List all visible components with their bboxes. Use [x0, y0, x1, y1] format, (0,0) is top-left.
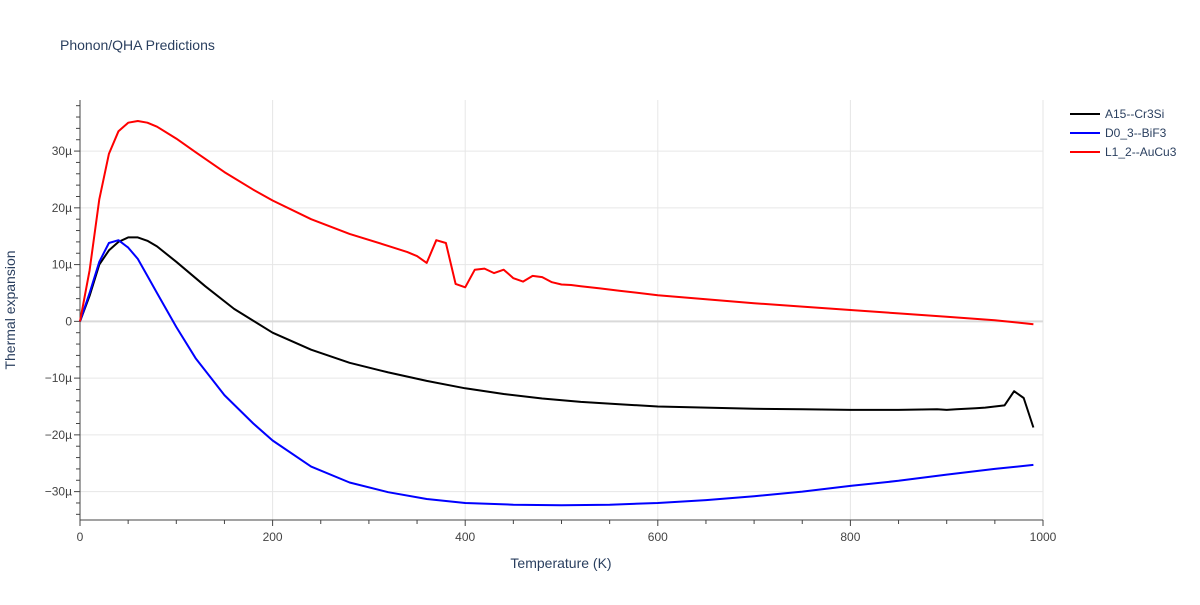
series-layer	[79, 120, 1035, 507]
x-axis-title: Temperature (K)	[510, 555, 611, 571]
x-tick-label: 600	[648, 530, 668, 544]
x-tick-label: 200	[263, 530, 283, 544]
legend-item-a15-cr3si[interactable]: A15--Cr3Si	[1070, 107, 1164, 121]
y-tick-label: 20µ	[52, 201, 72, 215]
legend-label-l1-2-aucu3: L1_2--AuCu3	[1105, 145, 1177, 159]
series-line-l1-2-aucu3[interactable]	[79, 120, 1034, 326]
y-tick-label: 0	[65, 314, 72, 328]
x-tick-label: 1000	[1030, 530, 1057, 544]
x-tick-label: 0	[77, 530, 84, 544]
chart-title: Phonon/QHA Predictions	[60, 37, 215, 53]
grid-layer	[80, 100, 1044, 520]
series-line-a15-cr3si[interactable]	[79, 236, 1035, 428]
legend-item-d0-3-bif3[interactable]: D0_3--BiF3	[1070, 126, 1167, 140]
series-line-d0-3-bif3[interactable]	[79, 239, 1034, 507]
legend[interactable]: A15--Cr3Si D0_3--BiF3 L1_2--AuCu3	[1070, 107, 1177, 159]
x-tick-label: 400	[455, 530, 475, 544]
y-tick-label: −20µ	[45, 428, 72, 442]
y-axis-title: Thermal expansion	[2, 250, 18, 369]
legend-label-a15-cr3si: A15--Cr3Si	[1105, 107, 1164, 121]
legend-label-d0-3-bif3: D0_3--BiF3	[1105, 126, 1167, 140]
legend-item-l1-2-aucu3[interactable]: L1_2--AuCu3	[1070, 145, 1177, 159]
y-tick-label: 10µ	[52, 258, 72, 272]
y-tick-label: −10µ	[45, 371, 72, 385]
y-tick-label: −30µ	[45, 485, 72, 499]
axis-layer	[74, 100, 1044, 526]
y-tick-label: 30µ	[52, 144, 72, 158]
tick-label-layer: 0 200 400 600 800 1000 −30µ −20µ −10µ 0 10µ 20µ 30µ	[45, 144, 1057, 544]
x-tick-label: 800	[840, 530, 860, 544]
